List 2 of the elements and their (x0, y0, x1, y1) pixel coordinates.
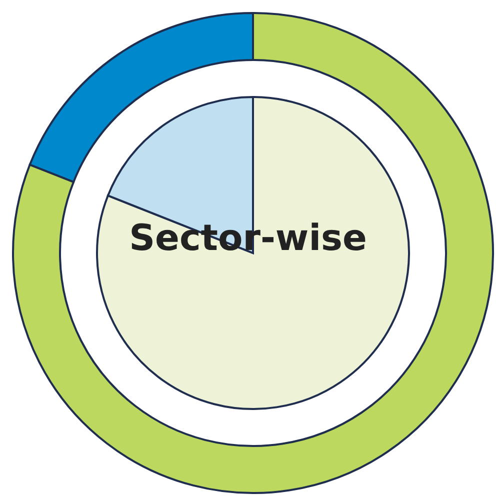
pie-slice (96, 96, 410, 410)
donut-slice (12, 12, 494, 494)
